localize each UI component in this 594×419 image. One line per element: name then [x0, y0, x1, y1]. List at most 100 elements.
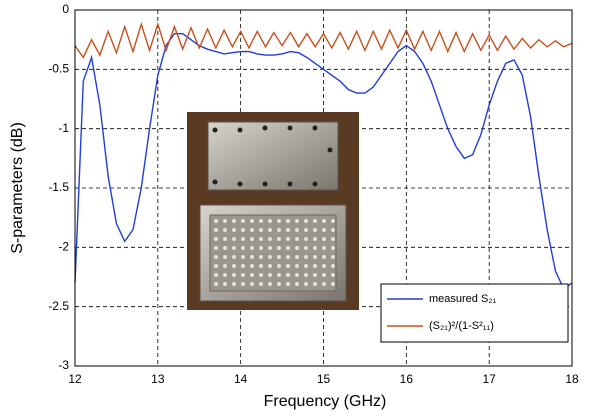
- photo-post: [223, 219, 227, 223]
- photo-post: [259, 273, 263, 277]
- photo-post: [322, 228, 326, 232]
- photo-post: [304, 237, 308, 241]
- y-axis-label: S-parameters (dB): [9, 122, 26, 254]
- photo-post: [331, 273, 335, 277]
- photo-post: [259, 228, 263, 232]
- photo-post: [331, 255, 335, 259]
- photo-post: [268, 282, 272, 286]
- photo-post: [223, 264, 227, 268]
- y-tick-label: -1: [58, 121, 69, 135]
- photo-post: [304, 264, 308, 268]
- photo-post: [322, 246, 326, 250]
- photo-screw: [212, 127, 218, 133]
- photo-post: [259, 237, 263, 241]
- photo-post: [268, 228, 272, 232]
- photo-post: [313, 228, 317, 232]
- photo-post: [232, 228, 236, 232]
- lid-plate: [207, 121, 339, 191]
- photo-post: [304, 282, 308, 286]
- photo-post: [331, 264, 335, 268]
- photo-post: [286, 264, 290, 268]
- photo-post: [304, 246, 308, 250]
- photo-post: [286, 255, 290, 259]
- photo-post: [214, 264, 218, 268]
- photo-post: [277, 246, 281, 250]
- photo-post: [268, 255, 272, 259]
- photo-screw: [262, 181, 268, 187]
- photo-screw: [312, 125, 318, 131]
- photo-post: [304, 228, 308, 232]
- photo-post: [214, 237, 218, 241]
- photo-screw: [262, 125, 268, 131]
- photo-post: [241, 228, 245, 232]
- photo-post: [313, 255, 317, 259]
- photo-post: [259, 219, 263, 223]
- base-cavity: [209, 214, 337, 292]
- photo-post: [286, 219, 290, 223]
- photo-post: [232, 246, 236, 250]
- series-line: [74, 21, 573, 59]
- legend-box: [380, 283, 569, 343]
- photo-post: [214, 246, 218, 250]
- photo-post: [241, 273, 245, 277]
- photo-post: [241, 282, 245, 286]
- photo-post: [304, 273, 308, 277]
- photo-post: [295, 237, 299, 241]
- y-tick-label: -3: [58, 358, 69, 372]
- y-tick-label: -2.5: [48, 299, 69, 313]
- photo-post: [223, 273, 227, 277]
- photo-post: [223, 282, 227, 286]
- photo-post: [268, 264, 272, 268]
- photo-post: [286, 282, 290, 286]
- photo-post: [277, 219, 281, 223]
- photo-post: [313, 273, 317, 277]
- photo-post: [268, 246, 272, 250]
- photo-post: [223, 255, 227, 259]
- photo-post: [250, 264, 254, 268]
- photo-post: [286, 228, 290, 232]
- photo-post: [223, 237, 227, 241]
- photo-post: [250, 237, 254, 241]
- photo-post: [259, 255, 263, 259]
- photo-post: [304, 219, 308, 223]
- photo-post: [214, 273, 218, 277]
- photo-post: [295, 282, 299, 286]
- photo-post: [313, 237, 317, 241]
- photo-screw: [287, 181, 293, 187]
- y-tick-label: 0: [62, 2, 69, 16]
- photo-post: [322, 255, 326, 259]
- photo-post: [331, 219, 335, 223]
- photo-post: [322, 273, 326, 277]
- photo-post: [232, 237, 236, 241]
- photo-post: [277, 255, 281, 259]
- y-tick-label: -0.5: [48, 62, 69, 76]
- photo-post: [223, 246, 227, 250]
- photo-post: [295, 219, 299, 223]
- photo-post: [241, 246, 245, 250]
- photo-post: [259, 246, 263, 250]
- photo-post: [286, 237, 290, 241]
- photo-post: [268, 273, 272, 277]
- photo-post: [313, 246, 317, 250]
- photo-post: [268, 237, 272, 241]
- photo-post: [214, 282, 218, 286]
- photo-post: [241, 237, 245, 241]
- x-axis-label: Frequency (GHz): [264, 393, 387, 410]
- x-tick-label: 14: [234, 372, 248, 386]
- plot-frame: [74, 9, 573, 367]
- legend-label: (S₂₁)²/(1-S²₁₁): [429, 320, 494, 332]
- photo-post: [277, 273, 281, 277]
- photo-post: [241, 264, 245, 268]
- photo-post: [232, 219, 236, 223]
- photo-post: [250, 282, 254, 286]
- photo-post: [259, 282, 263, 286]
- photo-post: [223, 228, 227, 232]
- photo-post: [331, 246, 335, 250]
- photo-post: [232, 255, 236, 259]
- x-tick-label: 18: [565, 372, 579, 386]
- photo-post: [250, 219, 254, 223]
- x-tick-label: 13: [151, 372, 165, 386]
- photo-post: [277, 282, 281, 286]
- y-tick-label: -2: [58, 240, 69, 254]
